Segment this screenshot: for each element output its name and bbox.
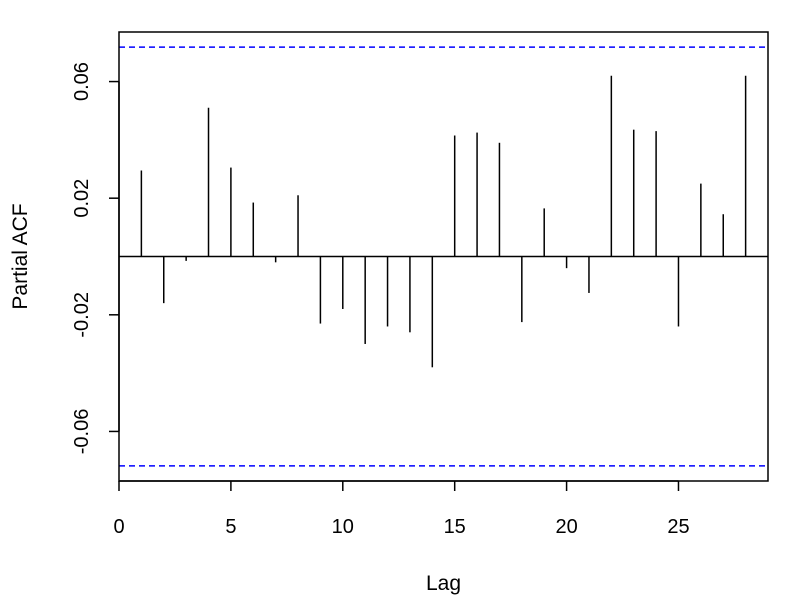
x-axis: 0 5 10 15 20 25 [113, 480, 690, 538]
y-axis-label: Partial ACF [9, 203, 32, 309]
x-tick-label: 5 [225, 516, 236, 538]
x-tick-label: 25 [667, 516, 689, 538]
y-tick-label: -0.06 [71, 409, 93, 455]
y-axis: -0.06 -0.02 0.02 0.06 [71, 62, 120, 455]
pacf-spikes [140, 75, 747, 368]
x-tick-label: 20 [555, 516, 577, 538]
x-tick-label: 0 [113, 516, 124, 538]
y-tick-label: 0.06 [71, 62, 93, 101]
y-tick-label: 0.02 [71, 179, 93, 218]
x-tick-label: 10 [332, 516, 354, 538]
x-axis-label: Lag [426, 572, 461, 595]
x-tick-label: 15 [444, 516, 466, 538]
y-tick-label: -0.02 [71, 292, 93, 338]
